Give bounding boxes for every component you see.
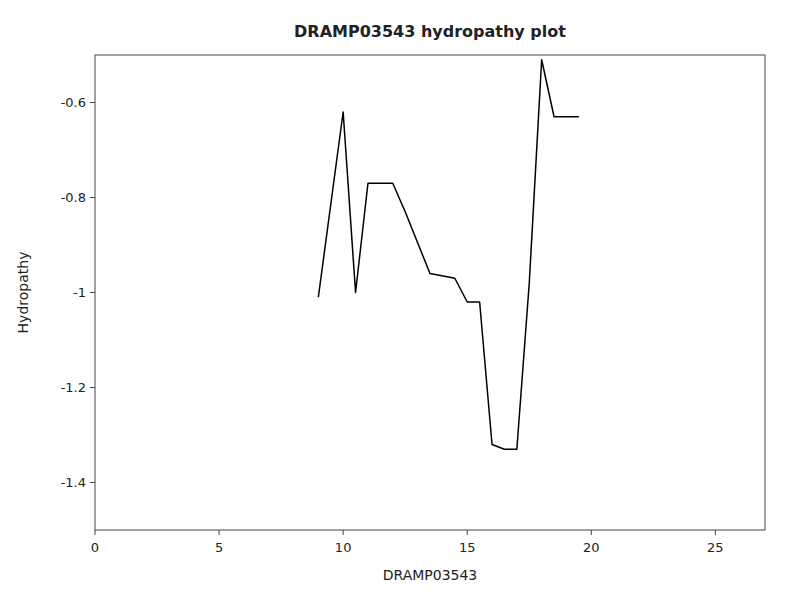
x-tick: [95, 530, 96, 535]
x-axis: 0 5 10 15 20 25: [91, 530, 724, 555]
data-line: [318, 60, 579, 450]
x-tick-label: 20: [583, 540, 600, 555]
x-tick: [715, 530, 716, 535]
y-tick: [90, 292, 95, 293]
y-tick: [90, 197, 95, 198]
y-tick: [90, 102, 95, 103]
chart-svg: 0 5 10 15 20 25 -1.4 -1.2 -1 -0.8 -0.6 DRAMP03543 h…: [0, 0, 800, 600]
y-tick-label: -1.2: [61, 380, 86, 395]
x-tick-label: 0: [91, 540, 99, 555]
chart-title: DRAMP03543 hydropathy plot: [294, 22, 566, 41]
y-tick-label: -1.4: [61, 475, 86, 490]
y-axis-label: Hydropathy: [15, 252, 31, 334]
y-tick-label: -1: [73, 285, 86, 300]
x-tick-label: 5: [215, 540, 223, 555]
x-tick-label: 25: [707, 540, 724, 555]
x-tick-label: 15: [459, 540, 476, 555]
y-axis: -1.4 -1.2 -1 -0.8 -0.6: [61, 95, 95, 490]
x-tick: [591, 530, 592, 535]
x-tick: [219, 530, 220, 535]
y-tick-label: -0.6: [61, 95, 86, 110]
plot-area: [95, 55, 765, 530]
x-tick-label: 10: [335, 540, 352, 555]
x-tick: [343, 530, 344, 535]
chart-container: 0 5 10 15 20 25 -1.4 -1.2 -1 -0.8 -0.6 DRAMP03543 h…: [0, 0, 800, 600]
y-tick-label: -0.8: [61, 190, 86, 205]
plot-frame: [95, 55, 765, 530]
x-axis-label: DRAMP03543: [383, 567, 478, 583]
data-layer: [318, 60, 579, 450]
y-tick: [90, 387, 95, 388]
y-tick: [90, 482, 95, 483]
x-tick: [467, 530, 468, 535]
